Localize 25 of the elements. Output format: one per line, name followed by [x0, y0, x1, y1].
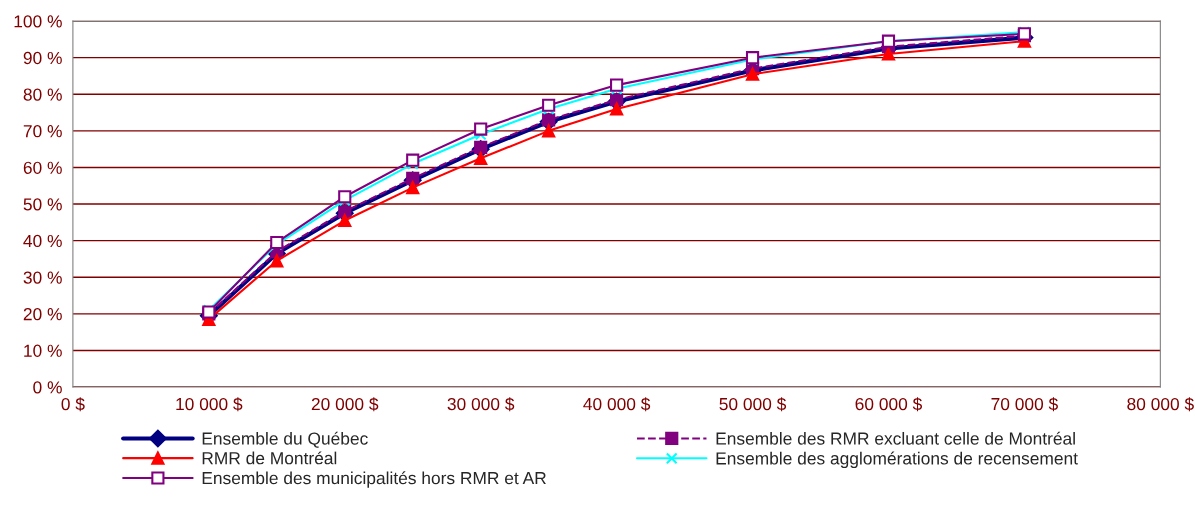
y-tick-label: 30 % [23, 271, 62, 284]
y-tick-label: 70 % [23, 125, 62, 138]
legend-label: Ensemble des municipalités hors RMR et AR [202, 471, 546, 488]
y-tick-label: 90 % [23, 51, 62, 65]
legend-label: Ensemble des RMR excluant celle de Montréal [716, 431, 1075, 445]
x-tick-label: 70 000 $ [991, 397, 1058, 412]
y-tick-label: 0 % [33, 381, 62, 394]
y-tick-label: 40 % [23, 234, 62, 248]
x-tick-label: 40 000 $ [583, 397, 651, 412]
x-tick-label: 0 $ [61, 397, 85, 412]
y-tick-label: 80 % [23, 88, 62, 101]
x-tick-label: 50 000 $ [719, 397, 787, 412]
x-tick-label: 10 000 $ [176, 397, 243, 412]
x-tick-label: 30 000 $ [447, 397, 515, 412]
y-tick-label: 60 % [23, 161, 62, 174]
legend-label: Ensemble des agglomérations de recensement [716, 451, 1078, 469]
legend-label: RMR de Montréal [202, 451, 337, 465]
y-tick-label: 20 % [23, 308, 62, 321]
x-tick-label: 80 000 $ [1127, 397, 1194, 412]
y-tick-label: 10 % [24, 344, 62, 357]
x-tick-label: 20 000 $ [311, 397, 379, 412]
legend-label: Ensemble du Québec [202, 431, 368, 448]
x-tick-label: 60 000 $ [855, 397, 922, 412]
y-tick-label: 100 % [14, 15, 62, 28]
y-tick-label: 50 % [23, 198, 62, 211]
